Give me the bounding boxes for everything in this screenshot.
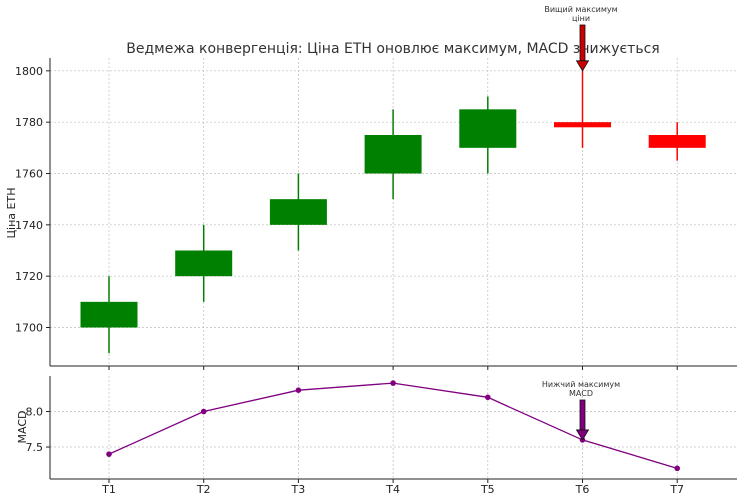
price-y-tick-label: 1780 bbox=[15, 116, 43, 129]
macd-panel: 7.5 8.0 T1 T2 T3 T4 T5 T6 T7 bbox=[26, 376, 737, 496]
macd-y-tick-label: 8.0 bbox=[26, 406, 44, 419]
price-y-tick-label: 1740 bbox=[15, 219, 43, 232]
price-y-tick-label: 1720 bbox=[15, 270, 43, 283]
macd-annotation-arrow-head bbox=[575, 429, 590, 441]
price-annotation: Вищий максимум ціни bbox=[544, 5, 617, 23]
x-tick-label: T6 bbox=[575, 483, 590, 496]
price-annotation-arrow-shaft bbox=[579, 24, 586, 62]
x-tick-label: T7 bbox=[669, 483, 684, 496]
price-panel: 1700 1720 1740 1760 1780 1800 bbox=[15, 24, 737, 370]
macd-annotation: Нижчий максимум MACD bbox=[542, 380, 620, 398]
chart-title: Ведмежа конвергенція: Ціна ETH оновлює м… bbox=[126, 41, 659, 57]
macd-point bbox=[485, 394, 491, 401]
price-y-tick-label: 1700 bbox=[15, 322, 43, 335]
macd-annotation-arrow-shaft bbox=[579, 399, 586, 431]
x-tick-label: T2 bbox=[196, 483, 211, 496]
price-annotation-line2: ціни bbox=[572, 14, 590, 23]
macd-point bbox=[295, 387, 302, 394]
candle-body bbox=[364, 135, 422, 174]
price-y-tick-label: 1800 bbox=[15, 65, 43, 78]
price-annotation-line1: Вищий максимум bbox=[544, 5, 617, 14]
candle-body bbox=[175, 250, 233, 277]
price-y-tick-label: 1760 bbox=[15, 168, 43, 181]
macd-annotation-line2: MACD bbox=[569, 389, 593, 398]
macd-point bbox=[390, 380, 396, 386]
candle-body bbox=[648, 135, 706, 148]
price-annotation-arrow-head bbox=[575, 60, 590, 72]
price-axis-label: Ціна ETH bbox=[5, 188, 18, 239]
macd-point bbox=[106, 451, 112, 457]
x-tick-label: T4 bbox=[385, 483, 400, 496]
x-tick-label: T5 bbox=[480, 483, 495, 496]
candle-body bbox=[459, 109, 517, 148]
macd-annotation-line1: Нижчий максимум bbox=[542, 380, 620, 389]
macd-axis-label: MACD bbox=[16, 411, 29, 444]
x-tick-label: T1 bbox=[101, 483, 116, 496]
candle-body bbox=[269, 199, 327, 225]
candle-body bbox=[80, 301, 138, 328]
macd-y-tick-label: 7.5 bbox=[26, 441, 44, 454]
macd-point bbox=[674, 465, 680, 472]
candle-body bbox=[554, 122, 611, 128]
x-tick-label: T3 bbox=[291, 483, 306, 496]
macd-point bbox=[200, 408, 207, 415]
